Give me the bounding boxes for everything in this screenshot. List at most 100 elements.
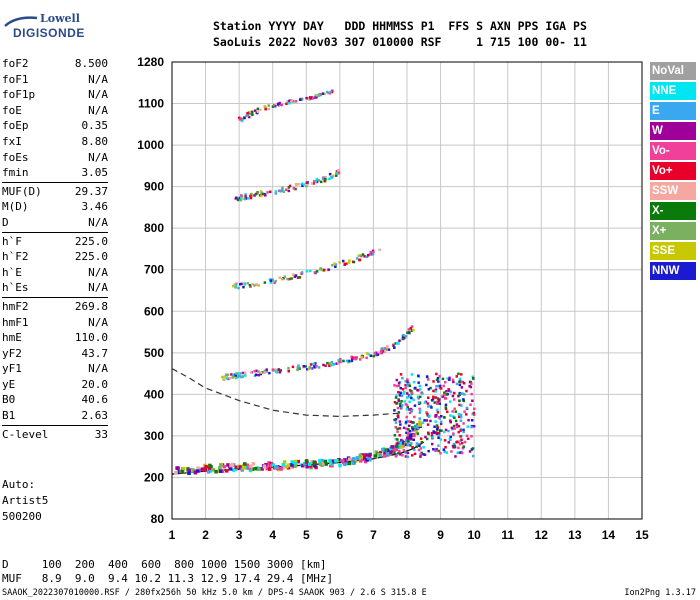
echo-point xyxy=(264,107,267,111)
echo-point xyxy=(410,325,414,328)
echo-point xyxy=(460,451,464,455)
echo-point xyxy=(432,395,435,399)
echo-point xyxy=(393,384,396,387)
echo-point xyxy=(328,364,331,367)
echo-point xyxy=(417,396,420,399)
echo-point xyxy=(410,396,413,400)
echo-point xyxy=(412,398,415,402)
echo-trace xyxy=(237,89,334,123)
echo-point xyxy=(458,380,461,384)
echo-point xyxy=(324,462,329,466)
echo-point xyxy=(297,183,300,186)
echo-point xyxy=(328,177,331,181)
echo-point xyxy=(308,96,312,99)
echo-point xyxy=(408,433,413,438)
echo-point xyxy=(285,102,288,106)
echo-point xyxy=(394,396,398,399)
echo-point xyxy=(347,461,351,466)
param-name: hmF2 xyxy=(2,299,29,313)
echo-point xyxy=(343,462,347,467)
echo-point xyxy=(406,451,410,455)
echo-point xyxy=(272,368,275,371)
echo-point xyxy=(278,371,282,374)
echo-point xyxy=(292,273,295,276)
echo-point xyxy=(398,339,401,342)
echo-point xyxy=(399,402,402,406)
echo-point xyxy=(225,469,229,473)
param-value: N/A xyxy=(88,265,108,279)
logo-swoosh-icon xyxy=(4,16,38,27)
echo-point xyxy=(428,414,431,417)
echo-point xyxy=(250,192,253,196)
echo-point xyxy=(319,180,323,184)
param-value: 0.35 xyxy=(81,119,109,133)
echo-point xyxy=(327,268,331,271)
echo-point xyxy=(454,419,458,423)
echo-point xyxy=(366,456,371,460)
echo-point xyxy=(410,442,413,445)
echo-point xyxy=(472,425,476,428)
echo-point xyxy=(268,371,271,375)
echo-point xyxy=(259,372,262,376)
echo-point xyxy=(238,374,241,378)
echo-point xyxy=(323,268,326,272)
polarization-legend: NoVal NNE E W Vo- Vo+ SSW X- X+ SSE NNW xyxy=(650,62,696,282)
echo-point xyxy=(331,459,335,463)
echo-point xyxy=(429,386,432,390)
echo-point xyxy=(360,355,363,359)
echo-point xyxy=(436,411,440,414)
param-name: MUF(D) xyxy=(2,184,42,198)
echo-point xyxy=(395,445,399,448)
file-info-footer: SAAOK_2022307010000.RSF / 280fx256h 50 k… xyxy=(2,588,427,598)
echo-point xyxy=(419,395,422,399)
echo-point xyxy=(258,194,262,197)
echo-point xyxy=(400,394,404,398)
x-tick-label: 9 xyxy=(437,528,444,542)
param-name: h`F2 xyxy=(2,250,29,264)
echo-point xyxy=(290,99,294,102)
echo-point xyxy=(219,463,223,467)
x-tick-label: 7 xyxy=(370,528,377,542)
echo-point xyxy=(228,467,233,471)
echo-point xyxy=(408,400,411,403)
echo-point xyxy=(248,464,253,469)
echo-point xyxy=(228,377,232,380)
echo-point xyxy=(315,180,319,184)
echo-point xyxy=(455,440,459,443)
echo-point xyxy=(239,198,243,202)
echo-point xyxy=(260,194,263,198)
echo-point xyxy=(419,455,422,458)
echo-point xyxy=(436,400,439,404)
echo-point xyxy=(444,446,447,449)
echo-point xyxy=(318,462,323,466)
echo-point xyxy=(471,399,474,402)
legend-item: Vo+ xyxy=(650,162,696,180)
echo-point xyxy=(232,284,235,288)
param-name: foF2 xyxy=(2,57,29,70)
echo-point xyxy=(405,431,408,435)
echo-point xyxy=(235,376,238,380)
echo-point xyxy=(359,254,362,257)
echo-point xyxy=(241,466,246,470)
echo-point xyxy=(451,394,455,398)
param-name: foEs xyxy=(2,150,29,164)
echo-point xyxy=(473,407,476,411)
echo-point xyxy=(196,466,200,470)
echo-point xyxy=(218,466,222,470)
echo-point xyxy=(323,92,326,96)
echo-point xyxy=(368,253,372,256)
echo-point xyxy=(287,189,291,193)
echo-point xyxy=(427,378,430,381)
param-value: N/A xyxy=(88,281,108,295)
echo-point xyxy=(355,456,359,460)
echo-point xyxy=(381,448,385,452)
echo-point xyxy=(412,328,415,332)
echo-point xyxy=(239,372,242,375)
echo-point xyxy=(243,283,247,286)
echo-point xyxy=(240,194,243,197)
echo-point xyxy=(435,427,439,430)
echo-point xyxy=(221,375,224,379)
echo-point xyxy=(269,190,272,193)
echo-point xyxy=(231,376,234,379)
echo-point xyxy=(398,420,402,423)
